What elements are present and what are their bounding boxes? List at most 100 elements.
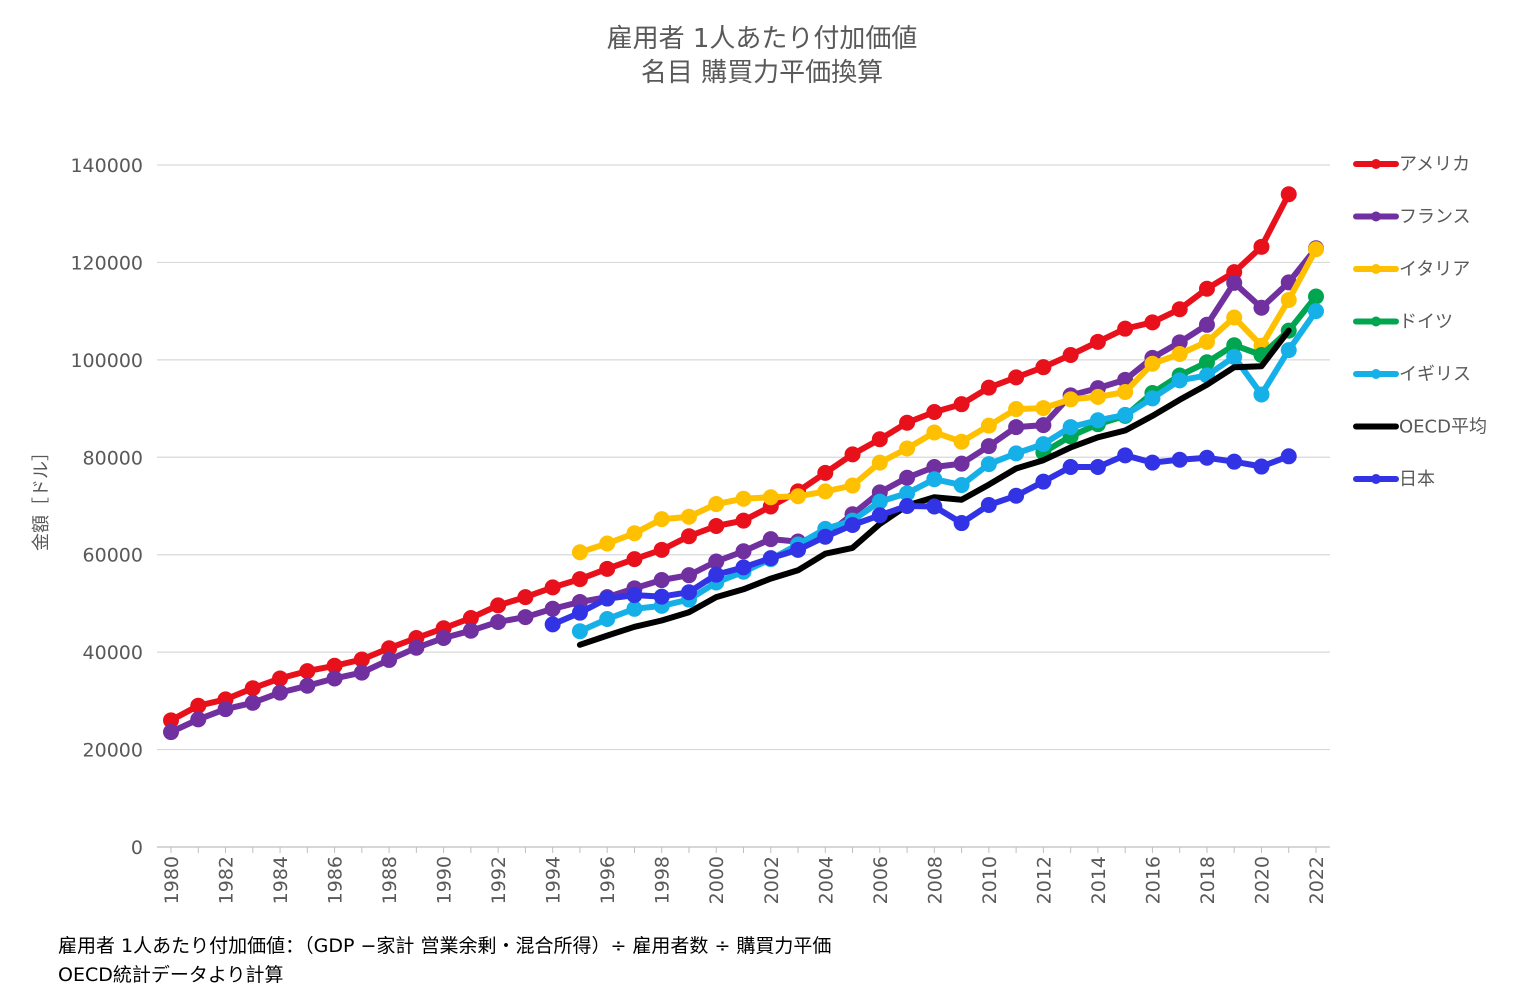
y-tick-label: 120000 [70,252,143,274]
data-point [980,379,997,396]
data-point [163,724,179,741]
data-point [1117,406,1134,423]
data-point [599,611,616,628]
data-point [735,559,752,576]
data-point [326,657,343,674]
data-point [462,622,479,639]
footnote-source: OECD統計データより計算 [58,964,284,986]
x-tick-label: 2004 [815,856,837,904]
data-point [571,571,588,588]
data-point [1144,355,1161,372]
data-point [762,550,779,567]
data-point [571,623,588,640]
series-0 [163,186,1297,729]
data-point [817,483,834,500]
data-point [1253,386,1270,403]
data-point [626,525,643,542]
data-point [190,697,207,714]
data-point [353,651,370,668]
legend-marker [1371,369,1381,379]
series-line [576,246,1319,556]
data-point [1062,419,1079,436]
data-point [571,544,588,561]
data-point [1171,334,1188,351]
data-point [1226,348,1243,365]
data-point [899,485,916,502]
legend-label: OECD平均 [1399,417,1487,438]
data-point [1171,451,1188,468]
data-point [926,424,943,441]
x-tick-label: 2014 [1088,856,1110,904]
data-point [926,459,943,476]
data-point [1308,303,1324,320]
data-point [980,456,997,473]
data-point [980,497,997,514]
axes: 0 20000 40000 60000 80000 100000 120000 140000 1… [70,155,1328,904]
data-point [408,639,425,656]
x-tick-label: 2006 [870,856,892,904]
data-point [353,664,370,681]
data-point [1226,309,1243,326]
x-tick-label: 2012 [1033,856,1055,904]
data-point [680,567,697,584]
x-tick-label: 1992 [488,856,510,904]
data-point [1008,369,1025,386]
legend-label: 日本 [1399,469,1435,490]
data-point [708,496,725,513]
data-point [762,489,779,506]
data-point [680,508,697,525]
legend-item: イタリア [1353,259,1470,280]
data-point [1253,238,1270,255]
data-point [871,454,888,471]
x-tick-label: 1988 [379,856,401,904]
data-point [381,640,398,657]
x-tick-label: 2010 [979,856,1001,904]
y-tick-label: 0 [131,837,143,859]
legend-marker [1371,159,1381,169]
data-point [708,553,725,570]
x-tick-label: 1996 [597,856,619,904]
data-point [899,498,916,514]
series-2 [571,241,1324,561]
chart-title: 雇用者 1人あたり付加価値 名目 購買力平価換算 [607,24,918,88]
series-5 [576,327,1292,648]
legend-marker [1371,264,1381,274]
x-tick-label: 1982 [216,856,238,904]
data-point [1198,280,1215,297]
plot-area [163,186,1324,741]
x-tick-label: 2002 [761,856,783,904]
legend-label: ドイツ [1399,312,1453,333]
x-tick-label: 1984 [270,856,292,904]
data-point [435,630,452,647]
legend-item: フランス [1353,207,1471,228]
data-point [926,498,943,515]
data-point [517,589,534,606]
data-point [544,579,561,596]
series-6 [544,447,1297,633]
data-point [680,528,697,545]
data-point [980,438,997,455]
y-tick-label: 80000 [83,447,143,469]
x-tick-label: 1998 [652,856,674,904]
data-point [899,440,916,457]
data-point [190,711,207,728]
data-point [517,609,534,626]
data-point [1035,400,1052,417]
data-point [544,616,561,633]
data-point [953,477,970,494]
data-point [1117,447,1134,464]
data-point [1226,337,1243,354]
data-point [708,566,725,583]
y-tick-label: 40000 [83,642,143,664]
data-point [1308,241,1324,258]
y-axis-label: 金額［ドル］ [31,443,52,551]
data-point [544,600,561,617]
data-point [272,684,289,701]
data-point [1117,320,1134,337]
data-point [599,590,616,607]
data-point [1089,459,1106,476]
data-point [844,446,861,463]
data-point [1117,384,1134,401]
